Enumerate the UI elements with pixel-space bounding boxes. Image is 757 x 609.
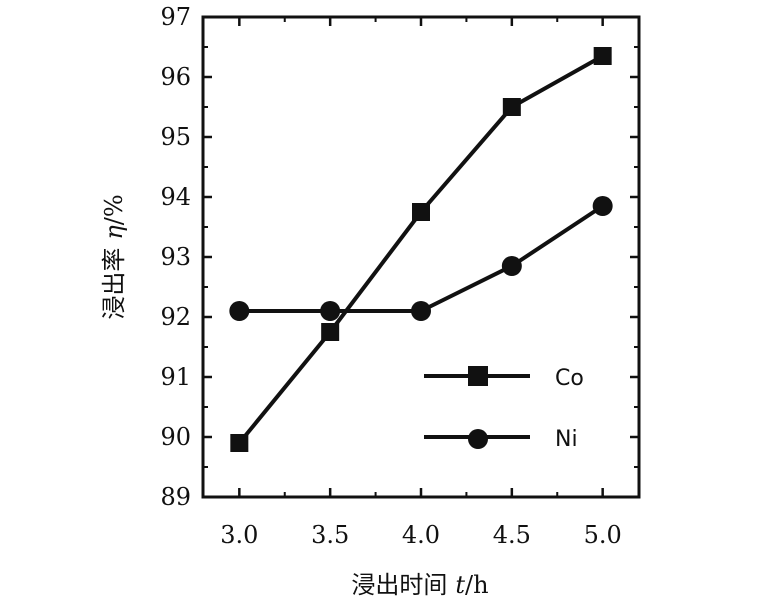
series-co-point [230, 434, 249, 452]
legend-co-marker [468, 366, 488, 386]
y-tick-label: 90 [160, 423, 191, 451]
x-tick-label: 4.5 [493, 521, 531, 549]
series-co-point [321, 323, 340, 341]
y-axis-title: 浸出率 η/% [100, 194, 128, 319]
series-co-point [593, 47, 612, 65]
series-ni-point [320, 301, 341, 321]
y-axis-title-unit: /% [100, 194, 128, 225]
y-tick-label: 91 [160, 363, 191, 391]
series-ni-line [239, 204, 604, 313]
y-axis-title-symbol: η [100, 225, 128, 240]
series-ni-point [592, 196, 613, 216]
y-axis-title-prefix: 浸出率 [100, 248, 128, 320]
series-ni-point [501, 256, 522, 276]
y-tick-label: 92 [160, 303, 191, 331]
y-tick-label: 97 [160, 3, 191, 31]
series-ni-point [411, 301, 431, 321]
y-tick-label: 89 [160, 483, 191, 511]
series-co-point [412, 203, 430, 221]
legend-ni-label: Ni [555, 427, 578, 452]
x-axis-title-prefix: 浸出时间 [351, 571, 447, 599]
legend: Co Ni [424, 366, 584, 452]
x-axis-title-unit: /h [465, 571, 489, 599]
y-tick-label: 94 [160, 183, 191, 211]
legend-co-label: Co [555, 366, 584, 391]
series-co-point [502, 98, 521, 116]
y-tick-label: 95 [160, 123, 191, 151]
y-tick-label: 93 [160, 243, 191, 271]
series-co-line [237, 54, 604, 445]
series-group [229, 47, 613, 452]
axis-ticks [203, 15, 639, 499]
x-axis-title: 浸出时间 t/h [351, 571, 488, 599]
x-tick-label: 5.0 [584, 521, 622, 549]
x-tick-labels: 3.0 3.5 4.0 4.5 5.0 [220, 521, 622, 549]
series-ni-point [229, 301, 250, 321]
x-tick-label: 3.5 [311, 521, 349, 549]
y-tick-label: 96 [160, 63, 191, 91]
y-tick-labels: 89 90 91 92 93 94 95 96 97 [160, 3, 191, 511]
x-tick-label: 4.0 [402, 521, 440, 549]
x-axis-title-symbol: t [455, 571, 465, 599]
plot-frame [201, 15, 641, 499]
legend-ni-marker [468, 429, 488, 449]
x-tick-label: 3.0 [220, 521, 258, 549]
